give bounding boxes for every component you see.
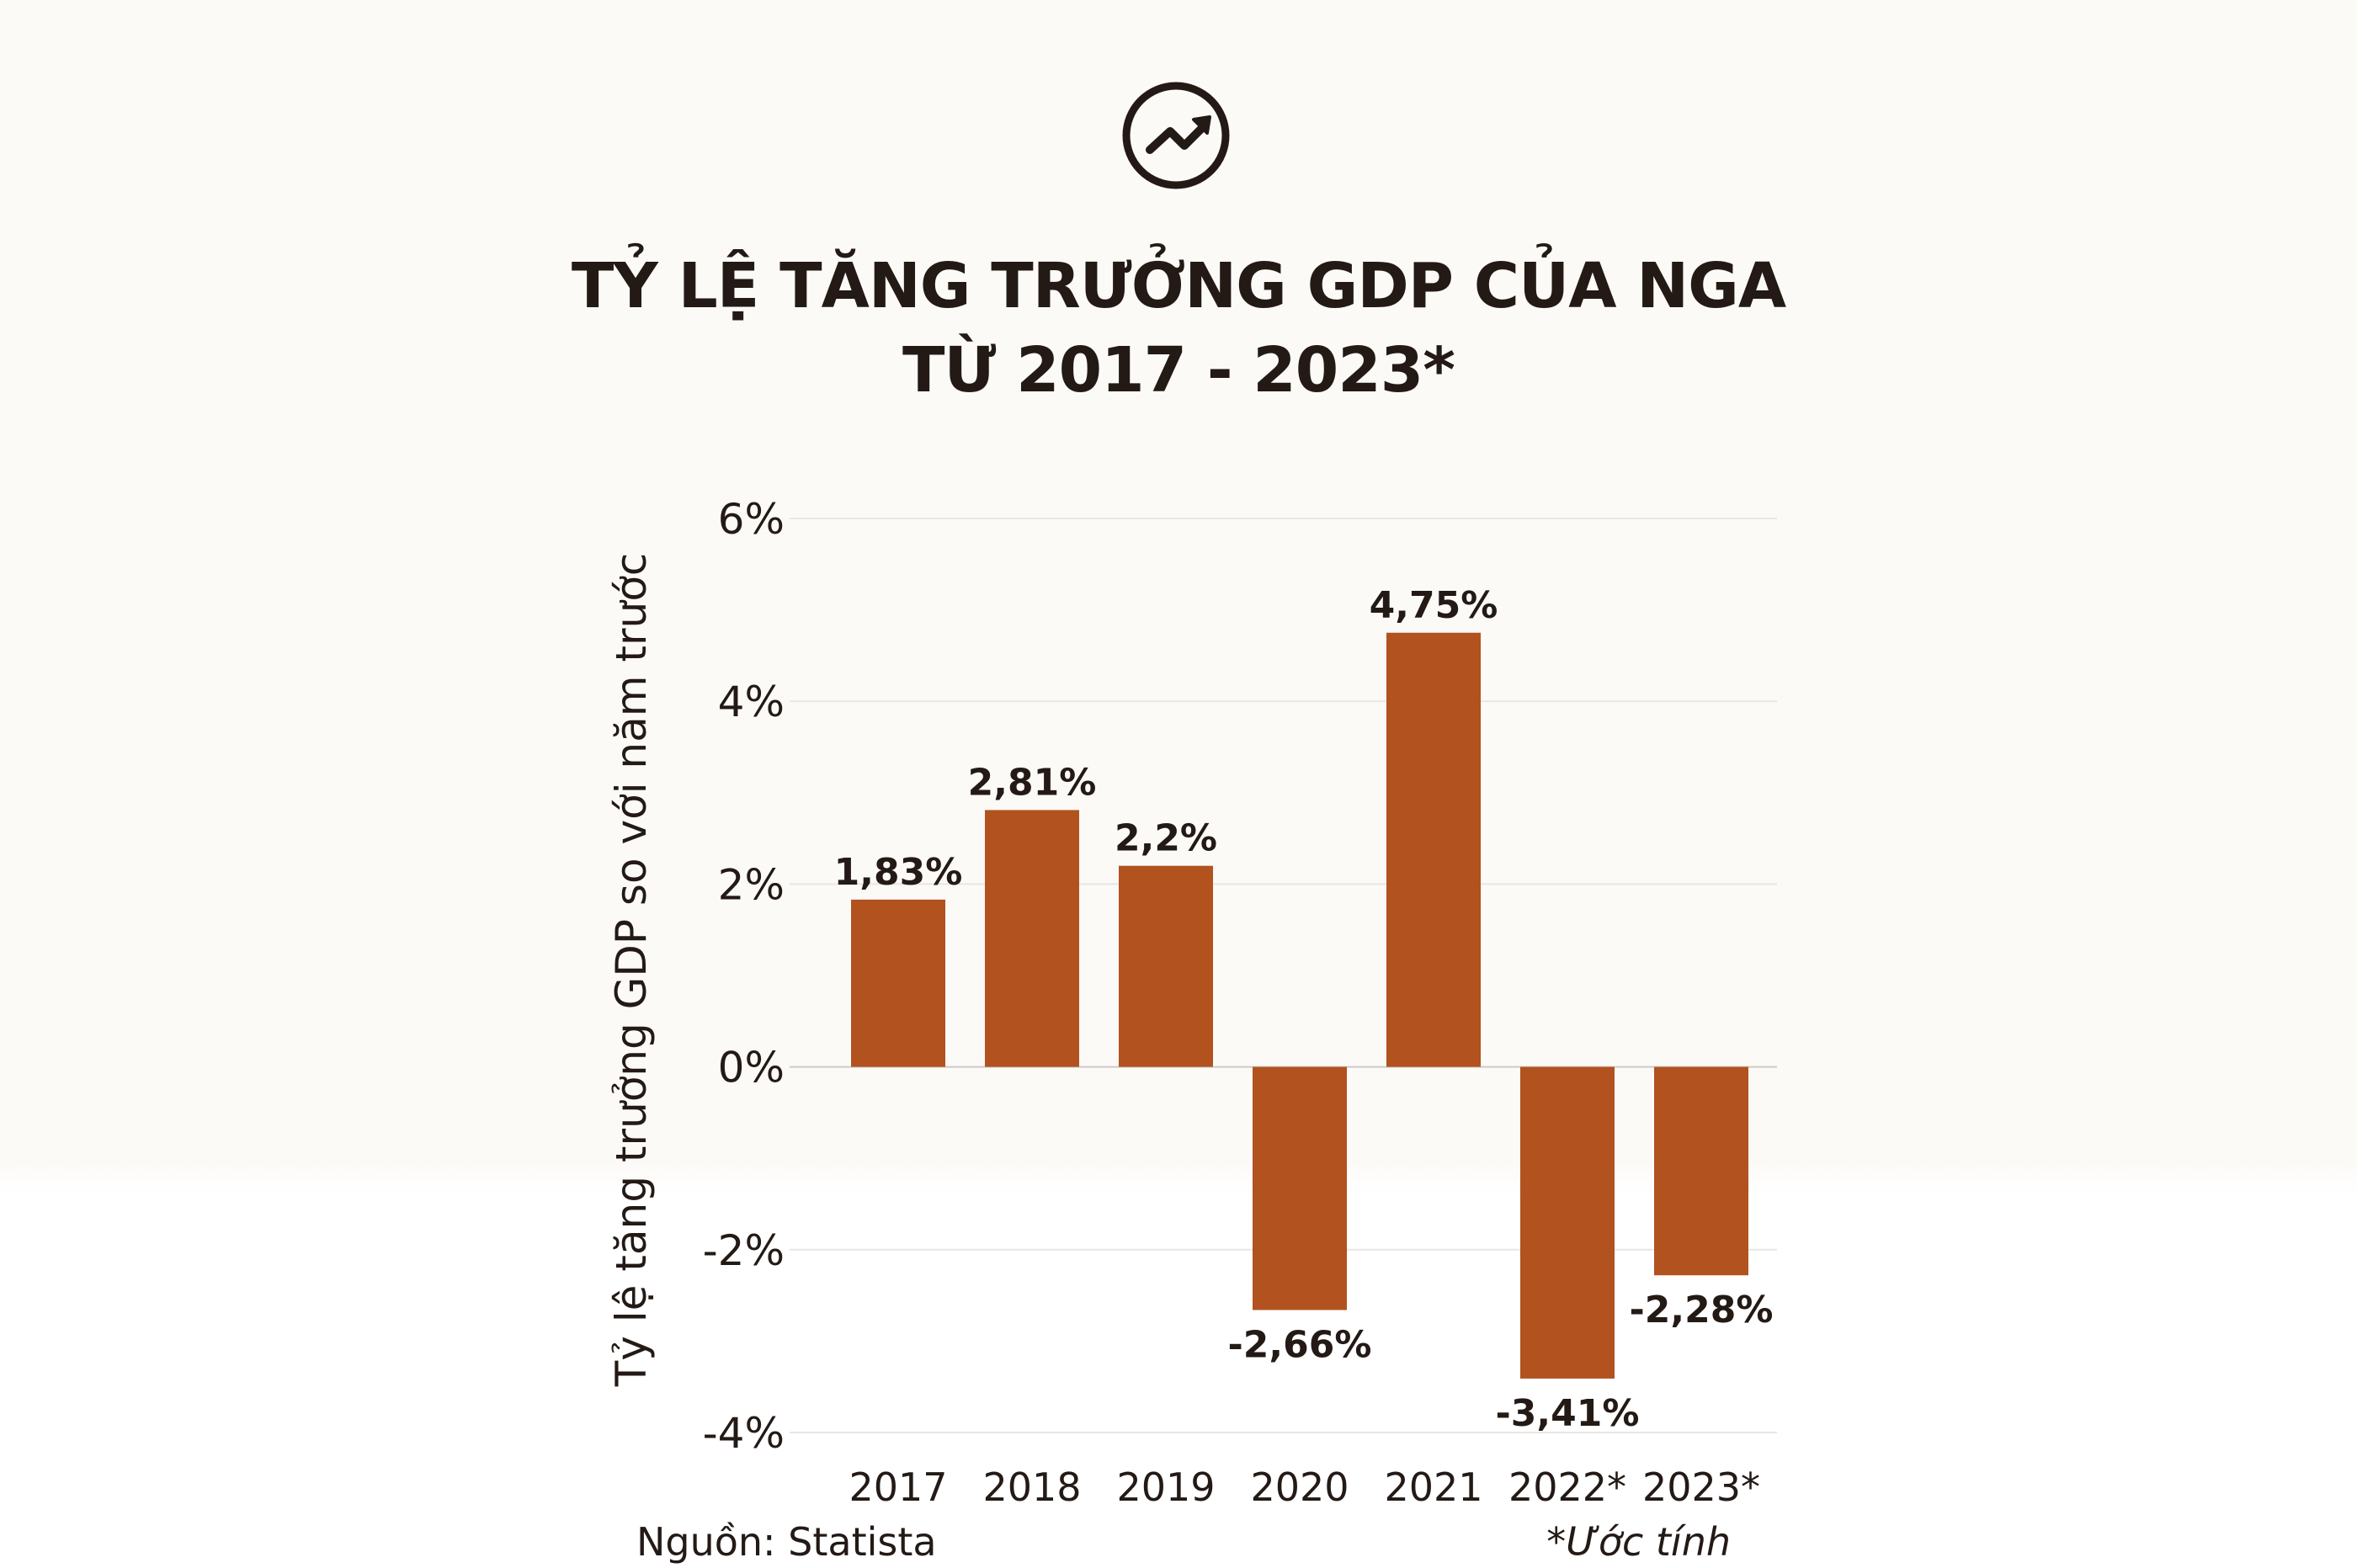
y-tick-label: 2%: [718, 860, 785, 909]
data-label: -2,28%: [1630, 1289, 1774, 1331]
trending-up-circle-icon: [1122, 82, 1230, 189]
data-label: 1,83%: [834, 851, 963, 894]
bar-2021: [1386, 632, 1481, 1067]
estimate-note: *Ước tính: [1546, 1519, 1731, 1565]
x-tick-label: 2018: [982, 1464, 1081, 1510]
y-tick-label: 6%: [718, 495, 785, 544]
y-tick-label: -4%: [703, 1409, 785, 1458]
bar-2023: [1654, 1066, 1748, 1276]
source-label: Nguồn: Statista: [636, 1519, 937, 1565]
y-tick-label: -2%: [703, 1226, 785, 1275]
data-label: 2,81%: [968, 761, 1097, 804]
title-line-1: TỶ LỆ TĂNG TRƯỞNG GDP CỦA NGA: [571, 250, 1786, 322]
x-tick-label: 2021: [1384, 1464, 1482, 1510]
bar-2017: [851, 899, 945, 1067]
chart-title: TỶ LỆ TĂNG TRƯỞNG GDP CỦA NGA TỪ 2017 - …: [0, 244, 2357, 412]
x-tick-label: 2022*: [1508, 1464, 1626, 1510]
data-label: 2,2%: [1115, 817, 1217, 860]
x-tick-label: 2019: [1116, 1464, 1215, 1510]
bar-2020: [1253, 1066, 1347, 1310]
data-label: -3,41%: [1496, 1392, 1640, 1435]
bar-2022: [1520, 1066, 1615, 1379]
x-tick-label: 2020: [1250, 1464, 1349, 1510]
x-tick-label: 2017: [849, 1464, 947, 1510]
y-tick-label: 0%: [718, 1044, 785, 1092]
data-label: 4,75%: [1370, 584, 1498, 627]
data-label: -2,66%: [1228, 1323, 1372, 1366]
title-line-2: TỪ 2017 - 2023*: [902, 334, 1455, 407]
bar-2018: [985, 810, 1079, 1067]
bar-2019: [1119, 865, 1213, 1067]
y-tick-label: 4%: [718, 678, 785, 726]
x-tick-label: 2023*: [1642, 1464, 1760, 1510]
